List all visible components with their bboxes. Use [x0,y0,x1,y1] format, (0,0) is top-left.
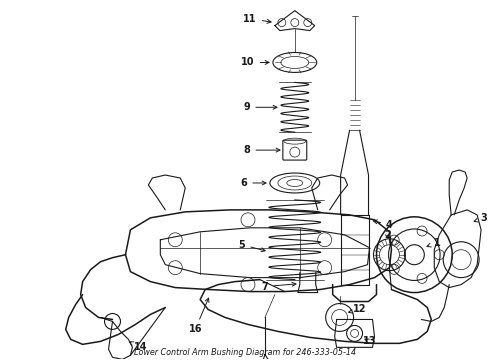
Text: 1: 1 [427,238,441,248]
Text: 10: 10 [241,58,269,67]
Text: 8: 8 [244,145,280,155]
Text: 16: 16 [189,298,209,334]
Text: 12: 12 [349,305,367,315]
Text: 2: 2 [384,230,391,240]
Text: 11: 11 [243,14,271,24]
Text: 3: 3 [474,213,488,223]
Text: 15: 15 [0,359,1,360]
Text: 9: 9 [244,102,277,112]
Text: Lower Control Arm Bushing Diagram for 246-333-05-14: Lower Control Arm Bushing Diagram for 24… [134,348,356,357]
Text: 14: 14 [129,342,147,352]
Text: 4: 4 [373,220,393,230]
Text: 6: 6 [241,178,266,188]
Text: 7: 7 [262,282,296,292]
Text: 13: 13 [363,336,376,346]
Text: 5: 5 [239,240,265,252]
